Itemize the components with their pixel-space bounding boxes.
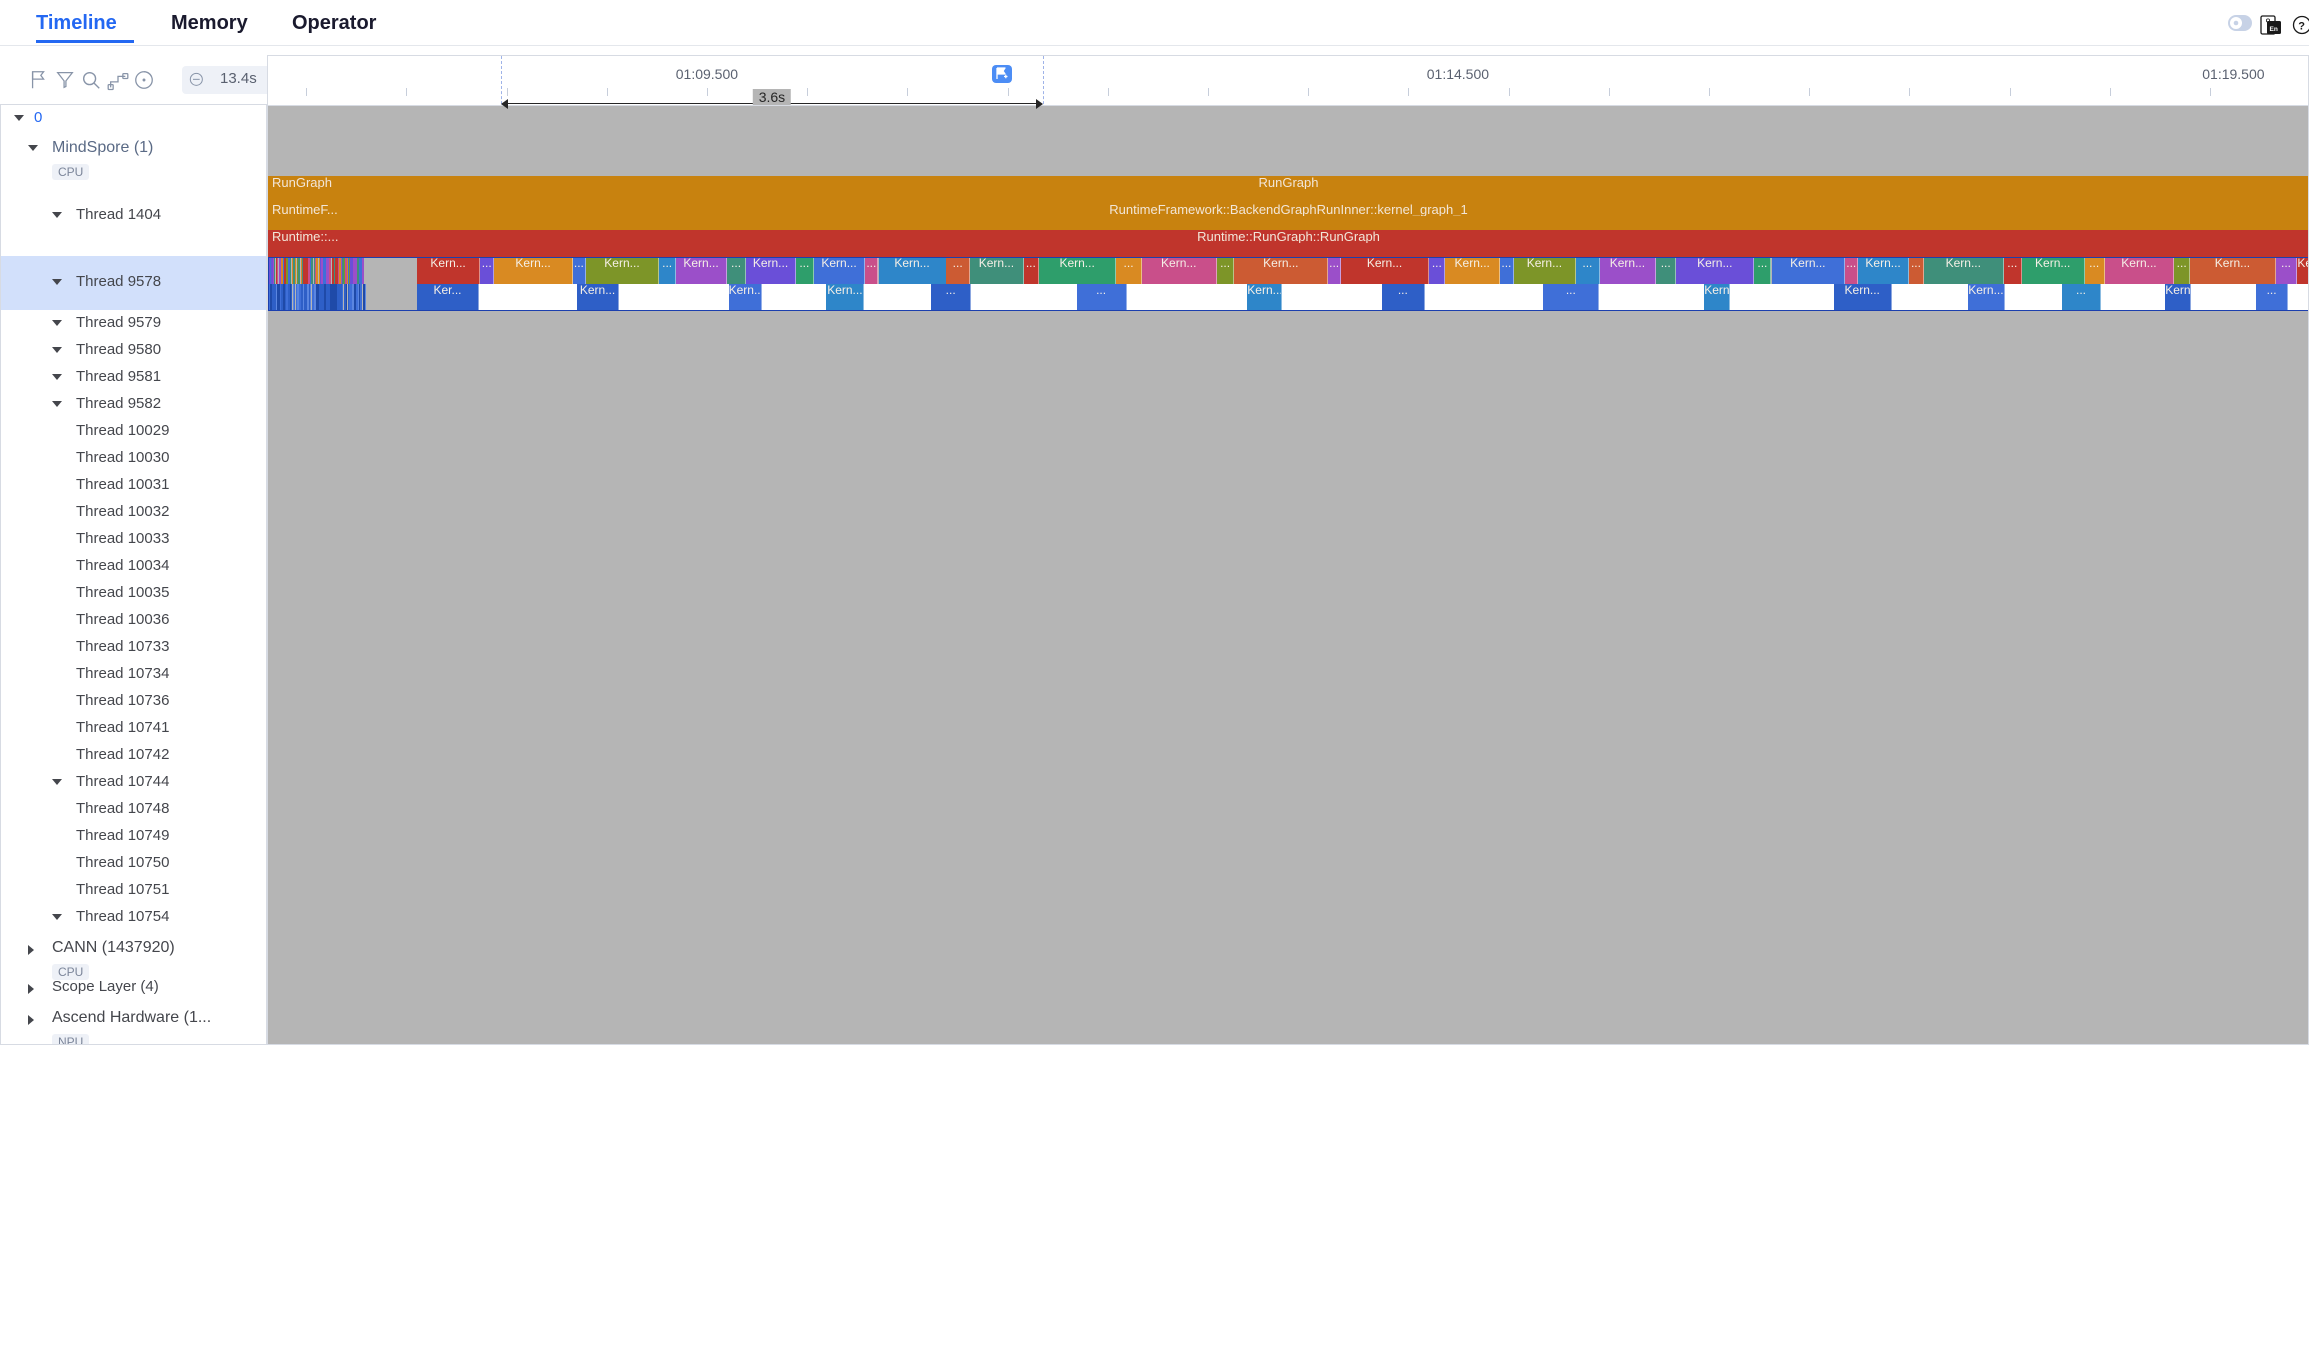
svg-text:En: En: [2270, 26, 2278, 33]
svg-text:?: ?: [2298, 21, 2305, 33]
